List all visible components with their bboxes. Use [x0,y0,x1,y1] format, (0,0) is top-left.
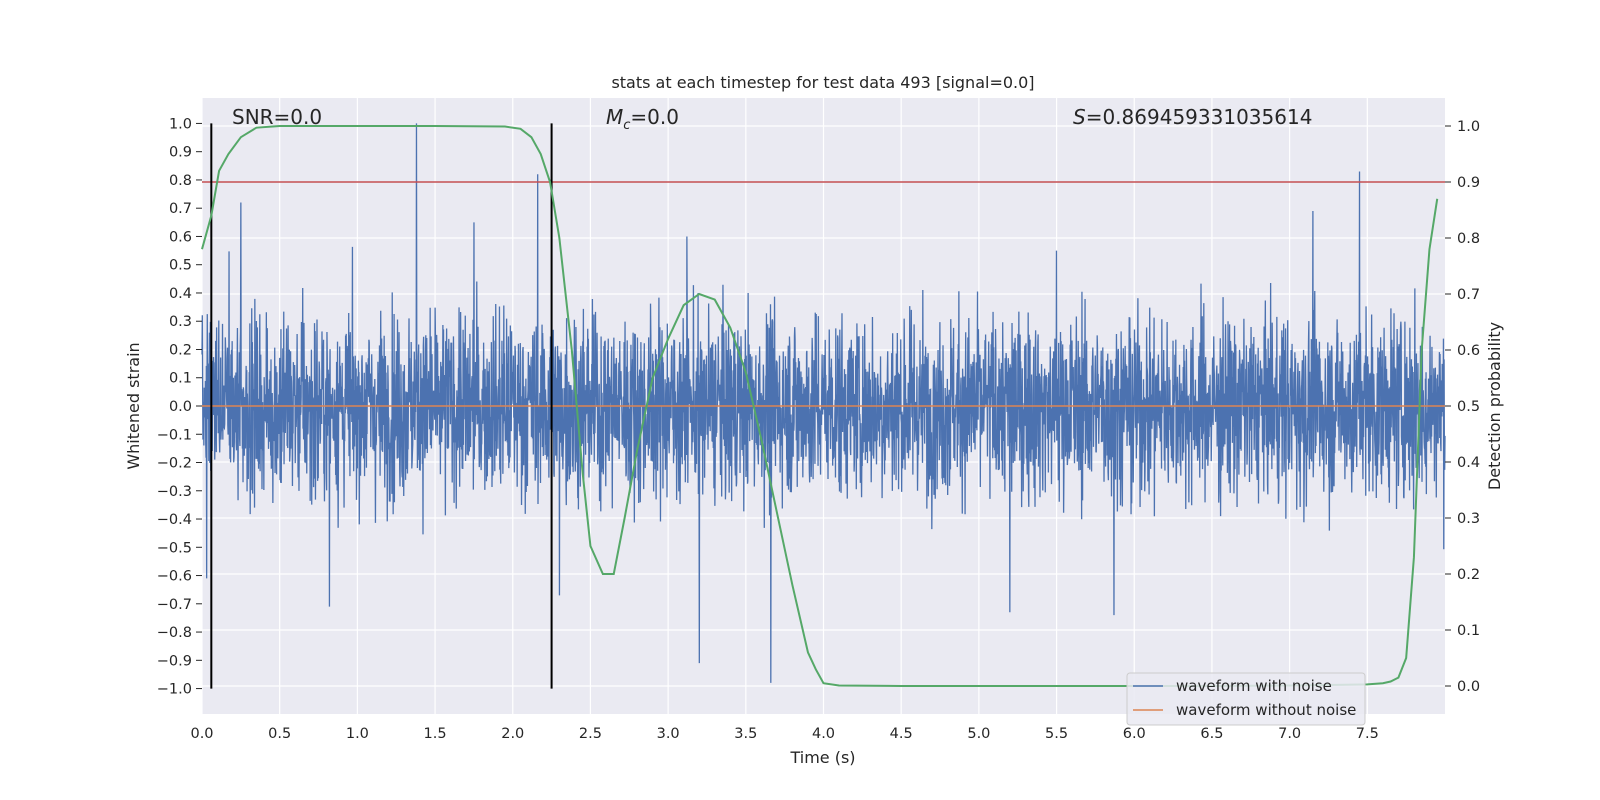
x-tick-label: 2.5 [579,726,602,742]
x-axis-label: Time (s) [789,748,855,767]
y-tick-label: −0.3 [157,484,192,500]
y-axis-label: Whitened strain [124,342,143,469]
y-right-tick-label: 0.1 [1457,623,1480,639]
x-tick-label: 6.0 [1123,726,1146,742]
x-tick-label: 4.0 [812,726,835,742]
y-tick-label: 0.8 [169,173,192,189]
x-tick-label: 5.0 [967,726,990,742]
x-tick-label: 7.5 [1356,726,1379,742]
chart-title: stats at each timestep for test data 493… [611,73,1034,92]
x-tick-label: 6.5 [1200,726,1223,742]
y-tick-label: −0.6 [157,569,192,585]
y-tick-label: −0.1 [157,427,192,443]
x-tick-label: 7.0 [1278,726,1301,742]
y-right-tick-label: 0.3 [1457,511,1480,527]
x-tick-label: 3.5 [734,726,757,742]
y-tick-label: −0.7 [157,597,192,613]
y-tick-label: 0.3 [169,314,192,330]
x-tick-label: 4.5 [890,726,913,742]
chirp-mass-annotation: Mc=0.0 [606,105,679,133]
y-tick-label: −1.0 [157,682,192,698]
y-tick-label: 0.7 [169,201,192,217]
y-tick-label: 0.4 [169,286,192,302]
y-tick-label: 0.5 [169,258,192,274]
score-symbol: S [1073,105,1086,129]
y-right-tick-label: 0.6 [1457,343,1480,359]
legend-label-waveform-with-noise: waveform with noise [1176,677,1332,695]
score-annotation: S=0.869459331035614 [1073,105,1312,129]
y-tick-label: 0.0 [169,399,192,415]
y-tick-label: −0.8 [157,625,192,641]
x-tick-label: 0.0 [190,726,213,742]
noise-waveform-line [201,123,1446,683]
chirp-mass-symbol: M [606,105,623,129]
legend-box [1126,672,1366,726]
x-tick-label: 0.5 [268,726,291,742]
x-tick-label: 1.0 [346,726,369,742]
y-right-tick-label: 0.2 [1457,567,1480,583]
y-right-tick-label: 0.4 [1457,455,1480,471]
x-tick-label: 3.0 [657,726,680,742]
legend-label-waveform-without-noise: waveform without noise [1176,701,1356,719]
y-tick-label: 0.1 [169,371,192,387]
y-tick-label: −0.9 [157,653,192,669]
y-right-tick-label: 0.7 [1457,287,1480,303]
x-tick-label: 2.0 [501,726,524,742]
chirp-mass-value: =0.0 [630,105,679,129]
y-right-tick-label: 0.8 [1457,231,1480,247]
score-value: =0.869459331035614 [1086,105,1313,129]
y-tick-label: 1.0 [169,116,192,132]
legend: waveform with noise waveform without noi… [1126,672,1366,726]
x-tick-label: 5.5 [1045,726,1068,742]
x-tick-label: 1.5 [424,726,447,742]
snr-annotation: SNR=0.0 [232,105,322,129]
series-waveform-with-noise [201,123,1446,683]
y-tick-label: −0.5 [157,540,192,556]
y-right-tick-label: 1.0 [1457,119,1480,135]
y-right-tick-label: 0.5 [1457,399,1480,415]
y-tick-label: −0.2 [157,456,192,472]
y-tick-label: 0.2 [169,342,192,358]
y-tick-label: 0.9 [169,145,192,161]
y-right-tick-label: 0.9 [1457,175,1480,191]
y-tick-label: −0.4 [157,512,192,528]
axis-ticks: 0.0 0.5 1.0 1.5 2.0 2.5 3.0 3.5 4.0 4.5 5.0 5.5 6.0 6… [157,116,1480,742]
y-tick-label: 0.6 [169,229,192,245]
y-axis-label-right: Detection probability [1485,322,1504,490]
y-right-tick-label: 0.0 [1457,679,1480,695]
chirp-mass-subscript: c [623,118,630,133]
